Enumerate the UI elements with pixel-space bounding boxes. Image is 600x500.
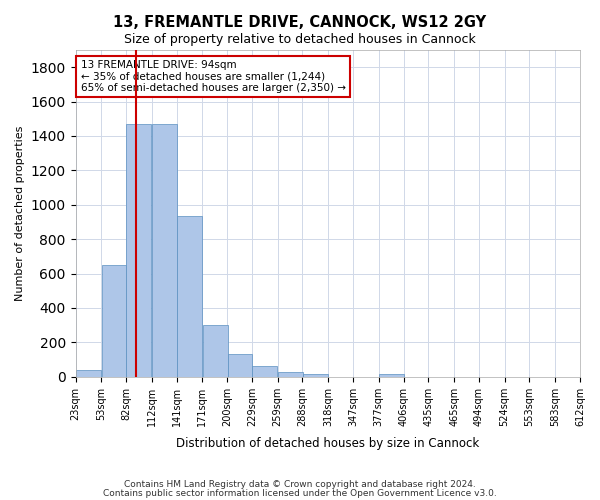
Bar	[152, 124, 177, 377]
Text: Size of property relative to detached houses in Cannock: Size of property relative to detached ho…	[124, 32, 476, 46]
Bar	[101, 265, 127, 377]
Bar	[253, 366, 277, 377]
Text: Contains HM Land Registry data © Crown copyright and database right 2024.: Contains HM Land Registry data © Crown c…	[124, 480, 476, 489]
Text: 13 FREMANTLE DRIVE: 94sqm
← 35% of detached houses are smaller (1,244)
65% of se: 13 FREMANTLE DRIVE: 94sqm ← 35% of detac…	[80, 60, 346, 93]
Bar	[76, 370, 101, 377]
Bar	[278, 372, 303, 377]
Bar	[177, 216, 202, 377]
Y-axis label: Number of detached properties: Number of detached properties	[15, 126, 25, 301]
X-axis label: Distribution of detached houses by size in Cannock: Distribution of detached houses by size …	[176, 437, 479, 450]
Bar	[127, 124, 151, 377]
Bar	[379, 374, 404, 377]
Bar	[227, 354, 253, 377]
Text: 13, FREMANTLE DRIVE, CANNOCK, WS12 2GY: 13, FREMANTLE DRIVE, CANNOCK, WS12 2GY	[113, 15, 487, 30]
Bar	[203, 325, 227, 377]
Text: Contains public sector information licensed under the Open Government Licence v3: Contains public sector information licen…	[103, 488, 497, 498]
Bar	[303, 374, 328, 377]
